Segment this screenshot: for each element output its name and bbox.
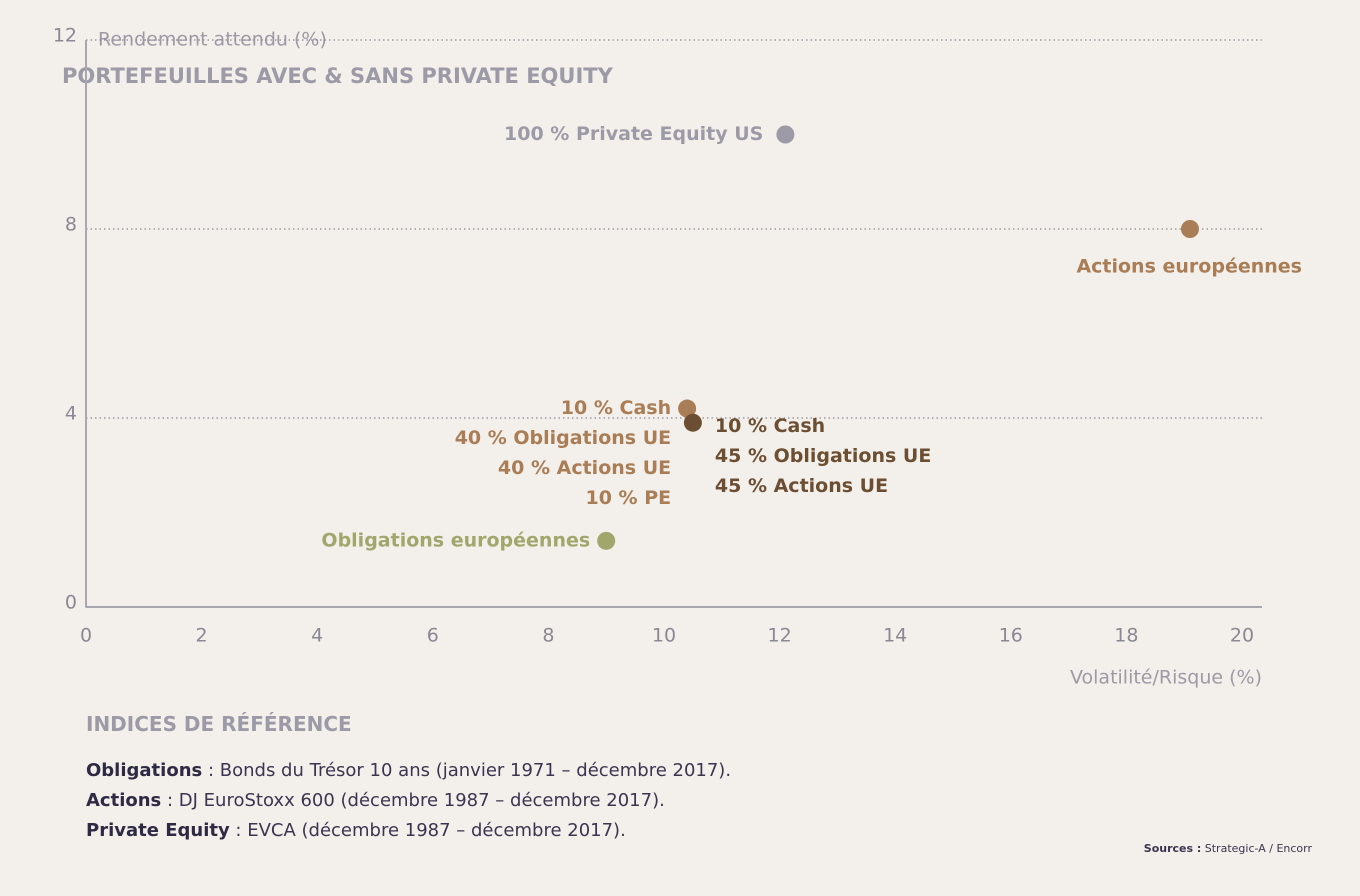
- sources-text: Strategic-A / Encorr: [1201, 842, 1312, 855]
- notes: INDICES DE RÉFÉRENCE Obligations : Bonds…: [86, 712, 731, 846]
- point-label: 10 % Cash: [715, 415, 825, 437]
- point-label: Obligations européennes: [321, 529, 590, 551]
- point: [776, 125, 795, 144]
- note-line: Actions : DJ EuroStoxx 600 (décembre 198…: [86, 786, 731, 816]
- note-text: : EVCA (décembre 1987 – décembre 2017).: [229, 820, 626, 841]
- point: [597, 531, 616, 550]
- point-label: 10 % PE: [585, 487, 671, 509]
- x-tick-label: 10: [652, 625, 676, 647]
- note-text: : DJ EuroStoxx 600 (décembre 1987 – déce…: [161, 790, 665, 811]
- point: [678, 399, 697, 418]
- x-tick-label: 18: [1114, 625, 1138, 647]
- x-tick-label: 20: [1230, 625, 1254, 647]
- note-text: : Bonds du Trésor 10 ans (janvier 1971 –…: [202, 760, 732, 781]
- notes-heading: INDICES DE RÉFÉRENCE: [86, 712, 352, 736]
- y-tick-label: 0: [65, 592, 77, 614]
- point: [1180, 220, 1199, 238]
- chart: PORTEFEUILLES AVEC & SANS PRIVATE EQUITY…: [53, 25, 1302, 689]
- x-tick-label: 8: [542, 625, 554, 647]
- point-label: 45 % Obligations UE: [715, 445, 931, 467]
- x-tick-label: 6: [427, 625, 439, 647]
- chart-title: PORTEFEUILLES AVEC & SANS PRIVATE EQUITY: [62, 64, 614, 88]
- x-tick-label: 4: [311, 625, 323, 647]
- y-tick-label: 8: [65, 214, 77, 236]
- note-term: Actions: [86, 790, 162, 811]
- note-term: Obligations: [86, 760, 203, 781]
- point-label: 100 % Private Equity US: [504, 123, 763, 145]
- x-tick-label: 16: [999, 625, 1023, 647]
- point-label: 10 % Cash: [561, 397, 671, 419]
- point-label: 45 % Actions UE: [715, 475, 888, 497]
- sources: Sources : Strategic-A / Encorr: [1144, 842, 1312, 855]
- x-axis-label: Volatilité/Risque (%): [1070, 667, 1262, 689]
- x-tick-label: 12: [768, 625, 792, 647]
- point-label: 40 % Obligations UE: [455, 427, 671, 449]
- y-tick-label: 4: [65, 403, 77, 425]
- note-line: Obligations : Bonds du Trésor 10 ans (ja…: [86, 756, 731, 786]
- point-label: 40 % Actions UE: [498, 457, 671, 479]
- x-tick-label: 2: [196, 625, 208, 647]
- x-tick-label: 14: [883, 625, 907, 647]
- point: [683, 413, 702, 432]
- note-term: Private Equity: [86, 820, 230, 841]
- sources-term: Sources :: [1143, 842, 1202, 855]
- x-tick-label: 0: [80, 625, 92, 647]
- point-label: Actions européennes: [1076, 256, 1302, 278]
- note-line: Private Equity : EVCA (décembre 1987 – d…: [86, 816, 731, 846]
- y-tick-label: 12: [53, 25, 77, 47]
